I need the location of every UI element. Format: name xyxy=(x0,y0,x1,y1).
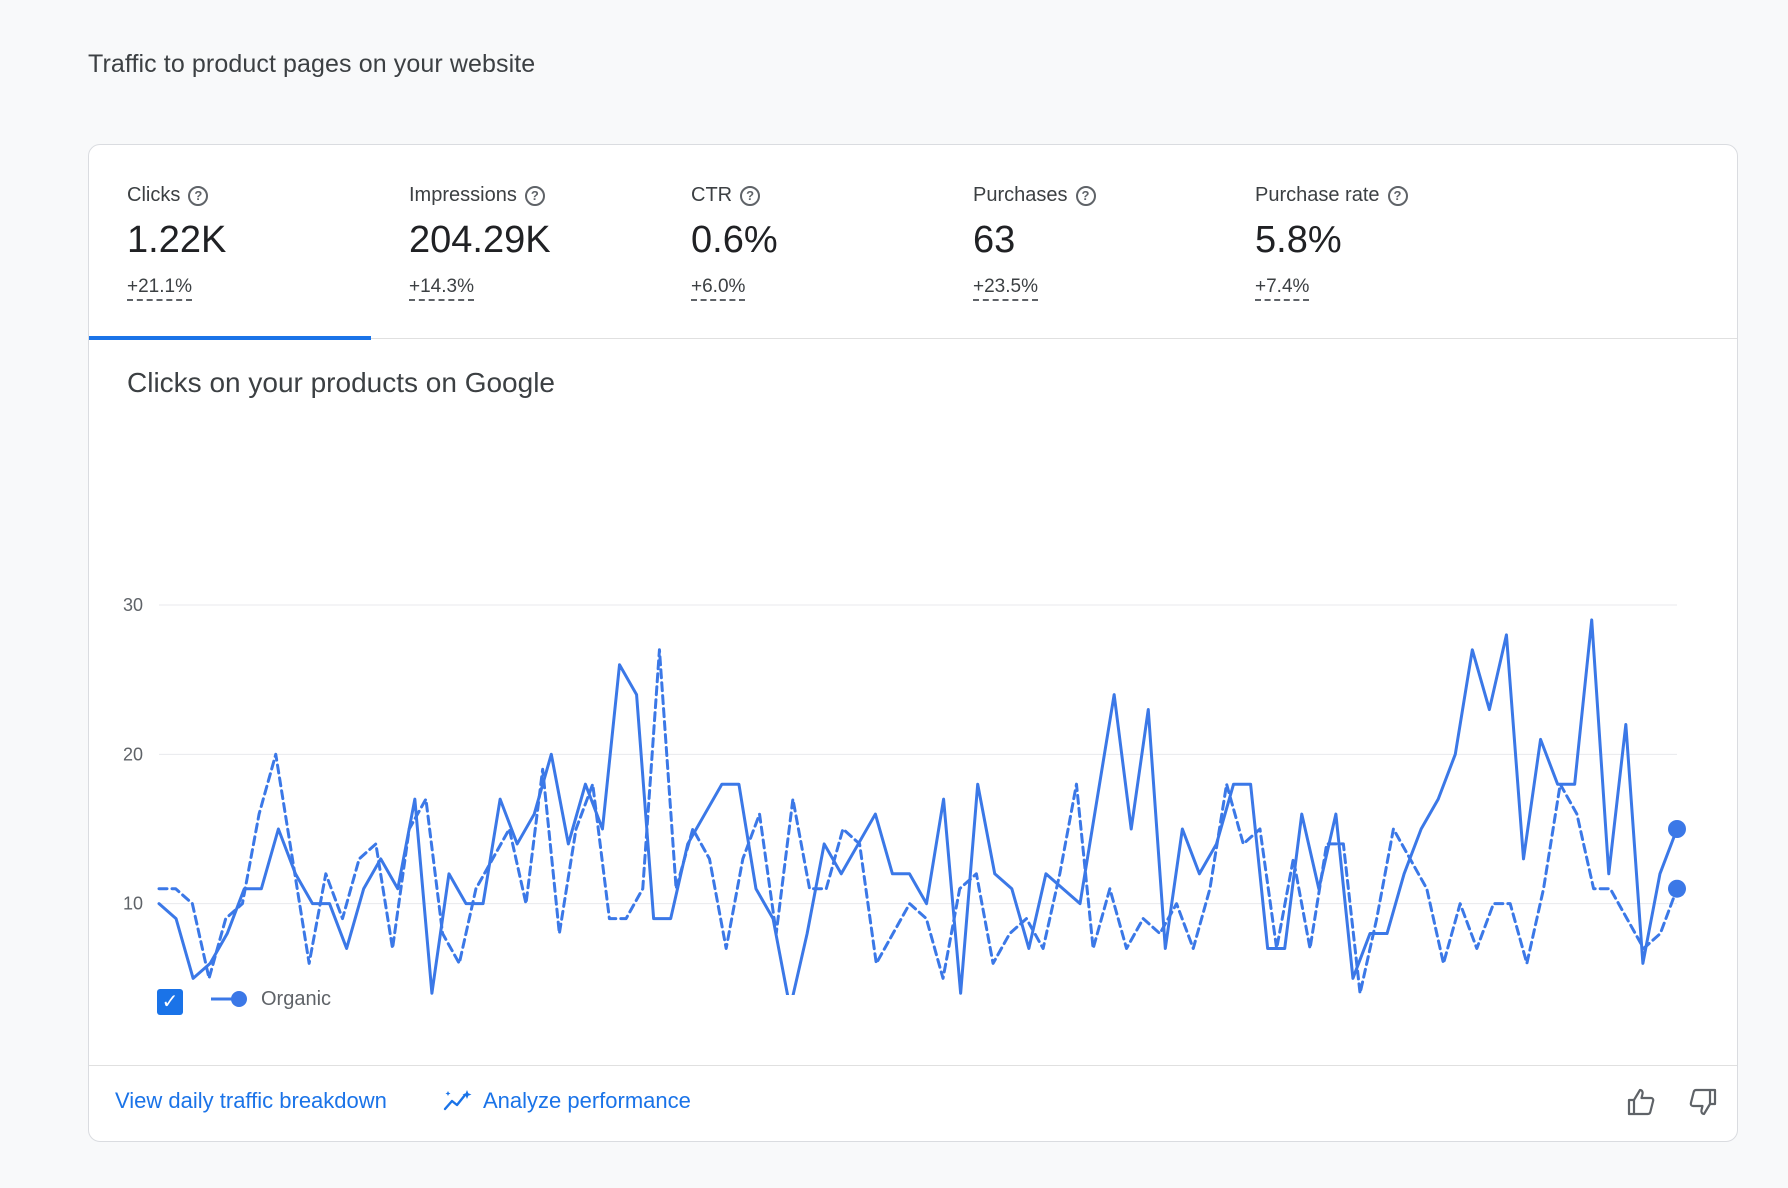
help-icon[interactable]: ? xyxy=(188,185,209,206)
legend-series-swatch-icon xyxy=(211,991,247,1007)
help-icon[interactable]: ? xyxy=(740,185,761,206)
analyze-performance-label: Analyze performance xyxy=(483,1088,691,1113)
metric-tab-clicks[interactable]: Clicks ? 1.22K +21.1% xyxy=(89,145,371,340)
metric-change[interactable]: +21.1% xyxy=(127,276,192,301)
metric-value: 204.29K xyxy=(409,219,551,261)
metric-label: Purchase rate xyxy=(1255,184,1380,206)
metric-tab-impressions[interactable]: Impressions ? 204.29K +14.3% xyxy=(371,145,653,339)
help-icon[interactable]: ? xyxy=(1387,185,1408,206)
help-icon[interactable]: ? xyxy=(524,185,545,206)
view-daily-traffic-link[interactable]: View daily traffic breakdown xyxy=(115,1088,387,1114)
metric-value: 1.22K xyxy=(127,219,227,261)
clicks-line-chart: 0102030Dec 7, 2025Jan 4, 2026Feb 1, 2026… xyxy=(123,595,1686,995)
y-tick-label: 10 xyxy=(123,894,143,914)
traffic-card: Clicks ? 1.22K +21.1% Impressions ? 204.… xyxy=(88,144,1738,1142)
help-icon[interactable]: ? xyxy=(1075,185,1096,206)
view-daily-traffic-label: View daily traffic breakdown xyxy=(115,1088,387,1113)
chart-legend: ✓ Organic xyxy=(157,983,331,1015)
metric-change[interactable]: +6.0% xyxy=(691,276,746,301)
metric-label: CTR xyxy=(691,184,733,206)
page-title: Traffic to product pages on your website xyxy=(88,50,536,78)
metric-change[interactable]: +14.3% xyxy=(409,276,474,301)
thumbs-up-icon[interactable] xyxy=(1625,1086,1657,1118)
analyze-sparkle-icon xyxy=(443,1090,472,1111)
series-line-previous-period xyxy=(157,648,1679,995)
metric-tab-ctr[interactable]: CTR ? 0.6% +6.0% xyxy=(653,145,935,339)
legend-label: Organic xyxy=(261,987,332,1010)
thumbs-down-icon[interactable] xyxy=(1687,1086,1719,1118)
metric-value: 5.8% xyxy=(1255,219,1342,261)
metric-label: Impressions xyxy=(409,184,517,206)
metric-tab-purchases[interactable]: Purchases ? 63 +23.5% xyxy=(935,145,1217,339)
series-end-point-organic xyxy=(1668,820,1686,838)
y-tick-label: 30 xyxy=(123,595,143,615)
metric-value: 0.6% xyxy=(691,219,778,261)
metric-tabs: Clicks ? 1.22K +21.1% Impressions ? 204.… xyxy=(89,145,1737,340)
metric-label: Purchases xyxy=(973,184,1068,206)
metric-tab-purchase-rate[interactable]: Purchase rate ? 5.8% +7.4% xyxy=(1217,145,1499,339)
card-footer: View daily traffic breakdown Analyze per… xyxy=(89,1065,1737,1141)
series-end-point-previous xyxy=(1668,879,1686,898)
series-line-organic xyxy=(157,618,1679,995)
metric-label: Clicks xyxy=(127,184,181,206)
metric-value: 63 xyxy=(973,219,1016,261)
metric-change[interactable]: +23.5% xyxy=(973,276,1038,301)
metric-change[interactable]: +7.4% xyxy=(1255,276,1310,301)
legend-checkbox[interactable]: ✓ xyxy=(157,989,183,1015)
chart-title: Clicks on your products on Google xyxy=(127,367,555,398)
y-tick-label: 20 xyxy=(123,744,143,764)
analyze-performance-link[interactable]: Analyze performance xyxy=(443,1088,691,1114)
